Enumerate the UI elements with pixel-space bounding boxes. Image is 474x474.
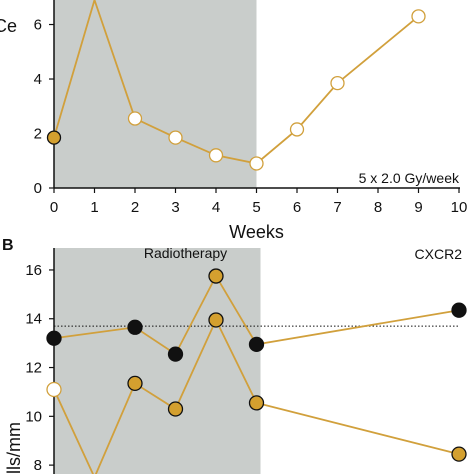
data-point: [46, 130, 62, 145]
y-axis-title-a: Ce: [0, 16, 17, 36]
data-point: [208, 268, 224, 284]
y-tick-label: 14: [25, 311, 42, 328]
x-tick-label: 8: [374, 199, 382, 216]
data-point: [249, 156, 264, 171]
data-point: [248, 395, 265, 411]
x-tick-label: 2: [131, 199, 139, 216]
x-tick-label: 5: [252, 199, 260, 216]
y-tick-label: 0: [34, 180, 42, 197]
x-tick-label: 4: [212, 199, 220, 216]
x-tick-label: 6: [293, 199, 301, 216]
y-ticks-a: 0 2 4 6: [34, 17, 54, 197]
y-tick-label: 12: [25, 360, 42, 377]
x-tick-label: 7: [333, 199, 341, 216]
y-tick-label: 16: [25, 262, 42, 279]
radiotherapy-label: Radiotherapy: [144, 245, 227, 261]
y-tick-label: 2: [34, 126, 42, 143]
y-tick-label: 4: [34, 71, 42, 88]
panel-b: B 8 10 12 14 16 lls/mm Radiotherapy CXCR2: [2, 237, 467, 474]
data-point: [208, 148, 224, 163]
x-axis-title-a: Weeks: [229, 222, 284, 242]
data-point: [289, 122, 305, 137]
cxcr2-label: CXCR2: [415, 246, 463, 262]
data-point: [127, 319, 143, 335]
data-point: [451, 446, 467, 462]
x-ticks-a: 0 1 2 3 4 5 6 7 8 9 10: [50, 188, 468, 216]
data-point: [411, 9, 426, 24]
data-point: [168, 130, 183, 145]
data-point: [167, 346, 184, 362]
series-points-b: [46, 268, 467, 462]
x-tick-label: 9: [414, 199, 422, 216]
radiotherapy-shaded-region-b: [54, 248, 261, 474]
data-point: [451, 302, 467, 318]
data-point: [46, 381, 62, 398]
x-tick-label: 10: [451, 199, 468, 216]
x-tick-label: 3: [171, 199, 179, 216]
series-line: [53, 274, 460, 356]
data-point: [330, 75, 345, 91]
panel-b-letter: B: [2, 237, 14, 254]
dose-annotation: 5 x 2.0 Gy/week: [359, 170, 460, 186]
x-tick-label: 1: [90, 199, 98, 216]
y-tick-label: 6: [34, 17, 42, 34]
y-axis-title-b: lls/mm: [4, 422, 24, 474]
data-point: [127, 375, 143, 392]
y-tick-label: 8: [34, 457, 42, 474]
data-point: [167, 401, 184, 417]
x-tick-label: 0: [50, 199, 58, 216]
data-point: [248, 336, 265, 353]
data-point: [127, 111, 143, 126]
data-point: [208, 312, 224, 328]
panel-a: 0 1 2 3 4 5 6 7 8 9 10 0 2 4 6 Ce Weeks 5 x 2.0 Gy/we…: [0, 0, 467, 242]
y-tick-label: 10: [25, 408, 42, 425]
series-points-a: [46, 9, 426, 171]
radiotherapy-shaded-region-a: [54, 0, 257, 188]
data-point: [46, 330, 62, 346]
y-ticks-b: 8 10 12 14 16: [25, 262, 54, 474]
